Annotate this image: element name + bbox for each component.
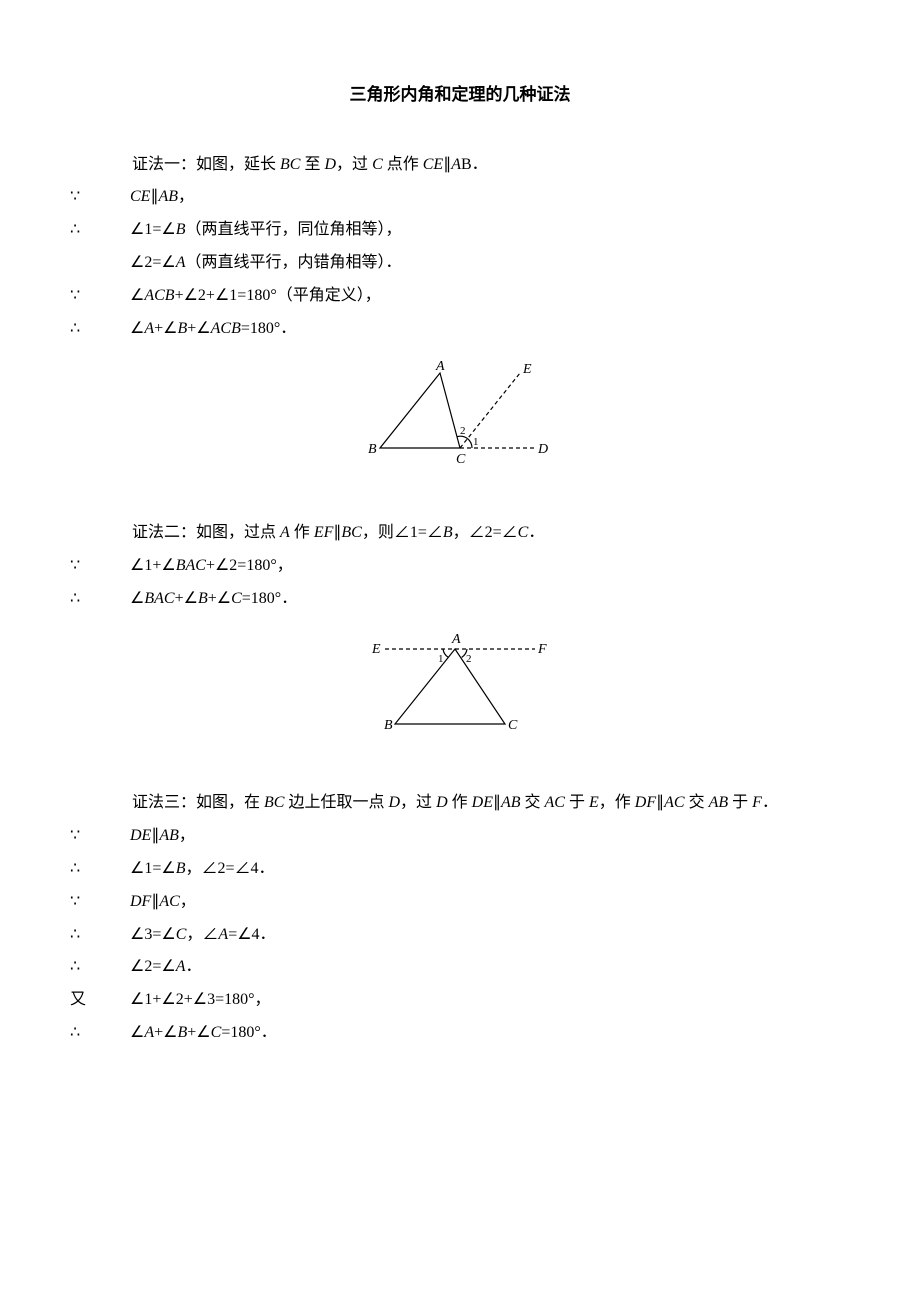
proof2-l2: ∴∠BAC+∠B+∠C=180°． [100, 585, 820, 614]
fig2-angle-1: 1 [438, 653, 444, 665]
proof1-l3: ∠2=∠A（两直线平行，内错角相等）． [100, 249, 820, 278]
proof3-l4: ∴∠3=∠C，∠A=∠4． [100, 921, 820, 950]
proof1-figure: A B C D E 1 2 [100, 358, 820, 479]
proof1-l4: ∵∠ACB+∠2+∠1=180°（平角定义）， [100, 282, 820, 311]
fig1-label-A: A [435, 359, 445, 374]
proof3-l7: ∴∠A+∠B+∠C=180°． [100, 1019, 820, 1048]
fig1-label-B: B [368, 442, 377, 457]
page-title: 三角形内角和定理的几种证法 [100, 80, 820, 111]
fig2-label-E: E [371, 642, 381, 657]
proof3-l2: ∴∠1=∠B，∠2=∠4． [100, 855, 820, 884]
proof-1: 证法一：如图，延长 BC 至 D，过 C 点作 CE∥AB． ∵CE∥AB， ∴… [100, 151, 820, 480]
proof3-l5: ∴∠2=∠A． [100, 953, 820, 982]
proof2-figure: A B C E F 1 2 [100, 629, 820, 750]
fig1-angle-1: 1 [473, 436, 479, 448]
proof3-l3: ∵DF∥AC， [100, 888, 820, 917]
fig1-label-C: C [456, 452, 466, 467]
fig1-label-D: D [537, 442, 548, 457]
fig2-label-F: F [537, 642, 547, 657]
proof1-l1: ∵CE∥AB， [100, 183, 820, 212]
proof1-l5: ∴∠A+∠B+∠ACB=180°． [100, 315, 820, 344]
fig2-label-B: B [384, 718, 393, 733]
fig2-label-C: C [508, 718, 518, 733]
proof1-l2: ∴∠1=∠B（两直线平行，同位角相等）， [100, 216, 820, 245]
proof2-intro: 证法二：如图，过点 A 作 EF∥BC，则∠1=∠B，∠2=∠C． [100, 519, 820, 548]
fig2-label-A: A [451, 632, 461, 647]
proof2-l1: ∵∠1+∠BAC+∠2=180°， [100, 552, 820, 581]
proof-2: 证法二：如图，过点 A 作 EF∥BC，则∠1=∠B，∠2=∠C． ∵∠1+∠B… [100, 519, 820, 749]
proof3-l6: 又∠1+∠2+∠3=180°， [100, 986, 820, 1015]
fig1-label-E: E [522, 362, 532, 377]
proof1-intro: 证法一：如图，延长 BC 至 D，过 C 点作 CE∥AB． [100, 151, 820, 180]
proof3-l1: ∵DE∥AB， [100, 822, 820, 851]
proof3-intro: 证法三：如图，在 BC 边上任取一点 D，过 D 作 DE∥AB 交 AC 于 … [100, 789, 820, 818]
proof-3: 证法三：如图，在 BC 边上任取一点 D，过 D 作 DE∥AB 交 AC 于 … [100, 789, 820, 1047]
fig1-angle-2: 2 [460, 425, 466, 437]
fig2-angle-2: 2 [466, 653, 472, 665]
